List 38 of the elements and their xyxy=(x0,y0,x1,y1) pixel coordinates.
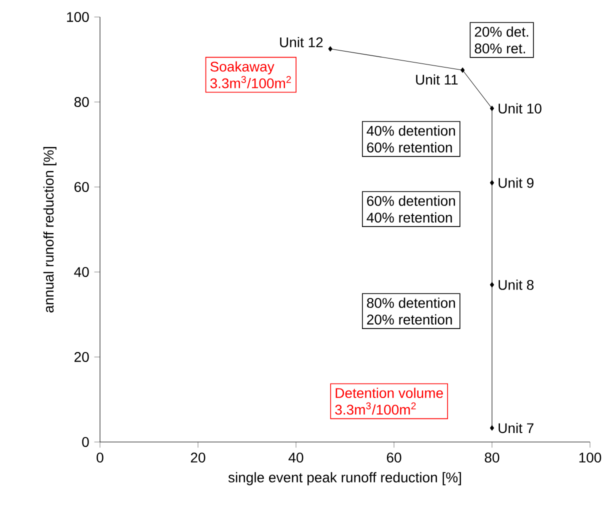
annotation: Unit 7 xyxy=(498,422,534,434)
annotation: Unit 12 xyxy=(280,36,323,48)
annotation: Detention volume xyxy=(336,388,443,398)
point xyxy=(328,46,332,52)
annotation: 40% detention xyxy=(366,126,455,136)
x-tick-label: 40 xyxy=(288,452,304,463)
point xyxy=(460,67,465,73)
annotation: Unit 8 xyxy=(498,280,534,290)
y-tick-label: 100 xyxy=(67,12,89,22)
annotation: 80% ret. xyxy=(474,44,526,54)
y-tick-label: 40 xyxy=(74,267,89,277)
x-axis-title: single event peak runoff reduction [%] xyxy=(228,472,461,486)
y-tick-label: 80 xyxy=(74,97,89,107)
annotation: Unit 10 xyxy=(498,103,542,114)
point xyxy=(490,180,494,186)
annotation: 60% retention xyxy=(367,142,452,152)
x-tick-label: 80 xyxy=(484,452,500,463)
annotation: 60% detention xyxy=(367,196,455,206)
point xyxy=(490,282,494,288)
annotation: 40% retention xyxy=(366,212,452,223)
annotation: 3.3m$^{3}$/100m$^{2}$ xyxy=(210,76,291,88)
point xyxy=(490,425,494,431)
annotation: 80% detention xyxy=(367,298,455,308)
annotation: 20% det. xyxy=(474,26,528,37)
x-tick-label: 60 xyxy=(386,452,402,463)
annotation: Unit 9 xyxy=(498,178,534,188)
y-tick-label: 20 xyxy=(74,352,89,362)
x-tick-label: 0 xyxy=(96,452,104,463)
x-tick-label: 20 xyxy=(190,452,206,463)
x-tick-label: 100 xyxy=(579,452,602,463)
annotation: 3.3m$^{3}$/100m$^{2}$ xyxy=(335,402,416,415)
annotation: Unit 11 xyxy=(416,74,458,85)
annotation: 20% retention xyxy=(367,314,452,325)
y-tick-label: 60 xyxy=(74,182,89,192)
y-tick-label: 0 xyxy=(82,437,89,447)
y-axis-title: annual runoff reduction [%] xyxy=(43,147,56,312)
point xyxy=(490,106,494,112)
annotation: Soakaway xyxy=(210,61,274,74)
